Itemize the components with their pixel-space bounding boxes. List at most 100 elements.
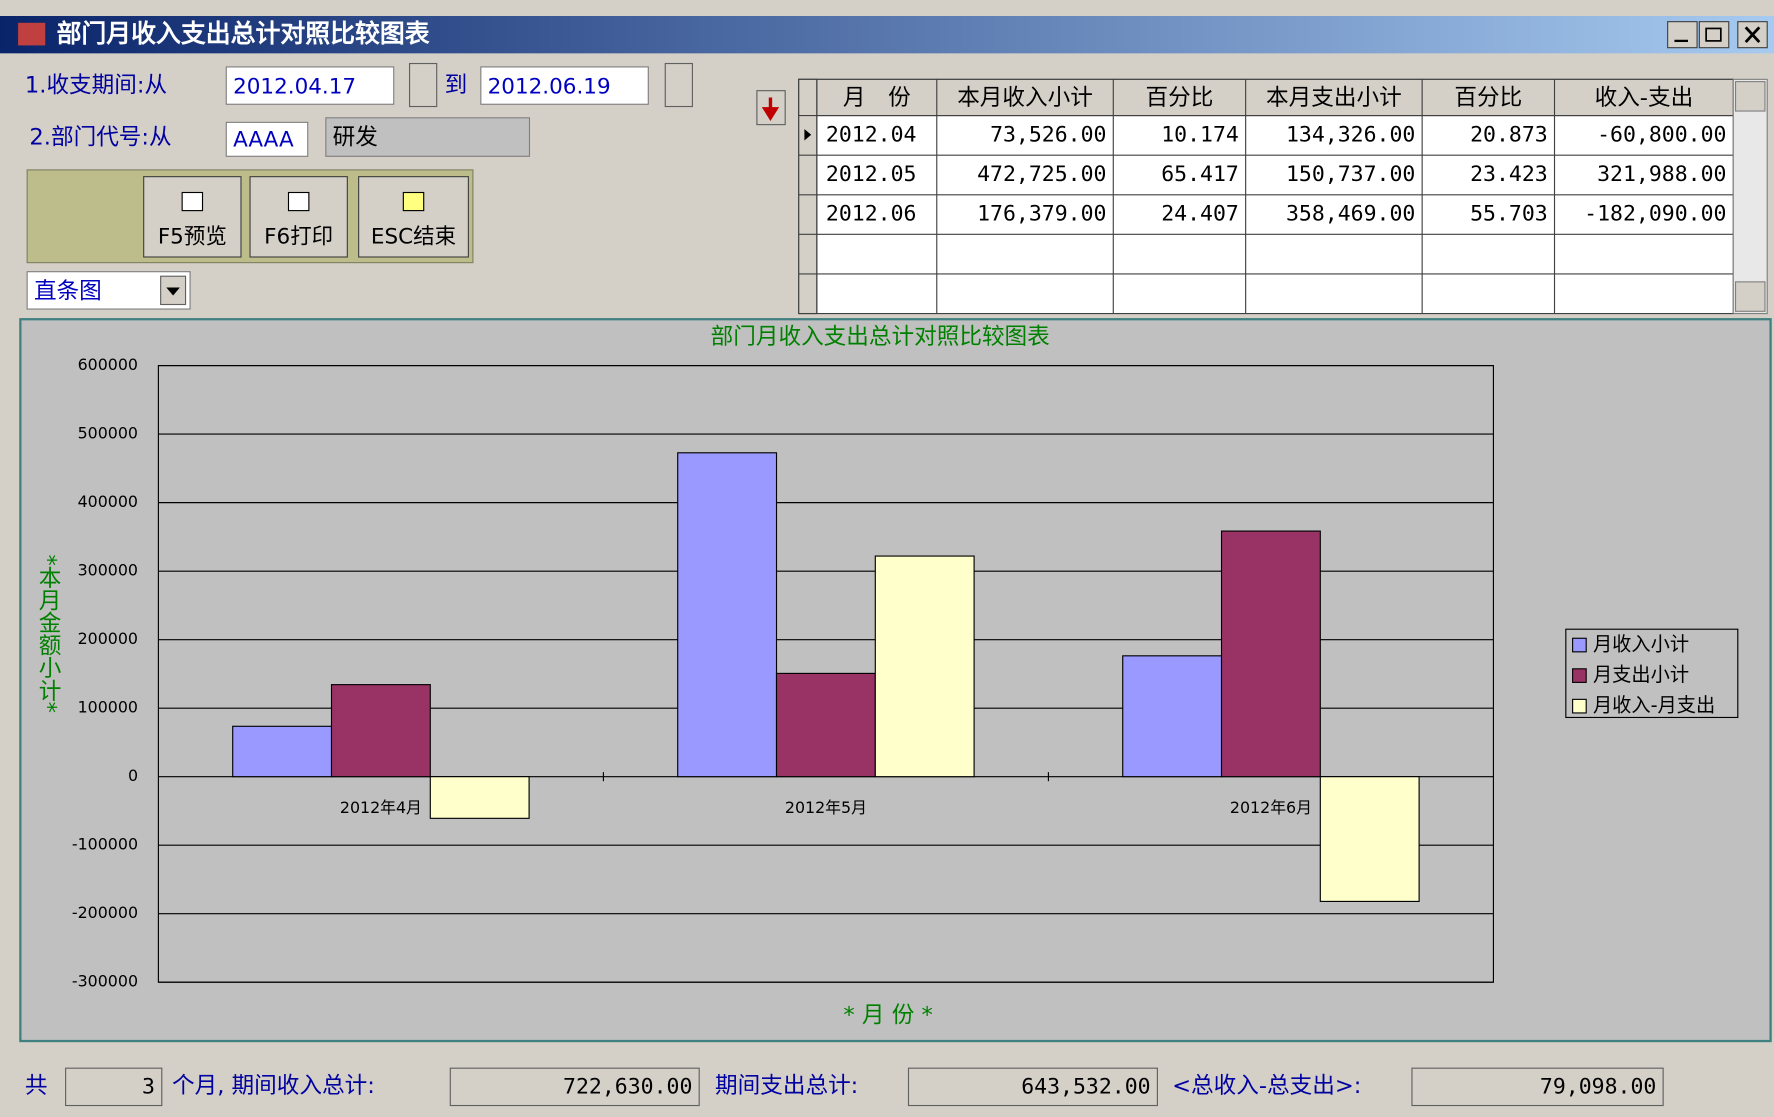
column-header: 百分比 <box>1146 85 1214 111</box>
bar <box>330 684 431 778</box>
column-header: 本月收入小计 <box>957 85 1093 111</box>
y-tick-label: -100000 <box>72 835 138 854</box>
maximize-button[interactable] <box>1698 21 1730 49</box>
table-cell: 2012.04 <box>826 122 917 147</box>
to-label: 到 <box>445 73 468 99</box>
column-header: 月 份 <box>843 85 911 111</box>
table-cell: -60,800.00 <box>1597 122 1726 147</box>
y-tick-label: 500000 <box>78 424 138 443</box>
scrollbar[interactable] <box>1732 78 1768 315</box>
window-title: 部门月收入支出总计对照比较图表 <box>57 19 430 48</box>
select-arrow[interactable] <box>160 275 187 306</box>
button-icon <box>287 191 310 212</box>
toolbar-button[interactable] <box>249 176 348 258</box>
bar <box>429 776 530 819</box>
x-tick-label: 2012年5月 <box>785 798 867 817</box>
bar <box>1220 530 1321 778</box>
expense-box <box>907 1067 1158 1107</box>
period-to-input[interactable] <box>480 66 649 105</box>
diff-label: <总收入-总支出>: <box>1172 1073 1361 1099</box>
y-tick-label: 200000 <box>78 629 138 648</box>
bar <box>677 452 778 778</box>
table-cell: 55.703 <box>1470 202 1548 227</box>
x-tick-label: 2012年6月 <box>1230 798 1312 817</box>
y-tick-label: 0 <box>128 766 138 785</box>
legend-swatch <box>1572 637 1587 653</box>
diff-total: 79,098.00 <box>1540 1074 1656 1099</box>
down-arrow-glyph <box>761 97 780 122</box>
table-cell: 20.873 <box>1470 122 1548 147</box>
minimize-button[interactable] <box>1667 21 1698 49</box>
y-axis-label: *本月金额小计* <box>35 555 61 713</box>
arrow-glyph <box>166 287 180 296</box>
dept-code-value: AAAA <box>233 127 294 152</box>
close-glyph <box>1744 26 1761 43</box>
scroll-down[interactable] <box>1734 281 1766 312</box>
toolbar-button[interactable] <box>143 176 242 258</box>
table-cell: 321,988.00 <box>1597 162 1726 187</box>
expense-total: 643,532.00 <box>1021 1074 1150 1099</box>
chart-title: 部门月收入支出总计对照比较图表 <box>711 324 1050 350</box>
table-cell: 23.423 <box>1470 162 1548 187</box>
income-box <box>449 1067 700 1107</box>
scroll-up[interactable] <box>1734 81 1766 112</box>
period-from-input[interactable] <box>225 66 395 105</box>
bar <box>775 672 876 778</box>
close-button[interactable] <box>1737 21 1768 49</box>
window-controls <box>1667 21 1768 49</box>
table-cell: 134,326.00 <box>1286 122 1415 147</box>
table-cell: -182,090.00 <box>1584 202 1726 227</box>
toolbar-button[interactable] <box>358 176 469 258</box>
row-indicator-column <box>798 78 818 315</box>
table-cell: 472,725.00 <box>977 162 1106 187</box>
app-icon <box>18 22 46 46</box>
column-header: 收入-支出 <box>1595 85 1694 111</box>
income-total: 722,630.00 <box>563 1074 692 1099</box>
y-tick-label: -200000 <box>72 903 138 922</box>
dept-name-box <box>325 117 531 157</box>
title-bar <box>0 16 1774 54</box>
table-cell: 65.417 <box>1161 162 1239 187</box>
period-to-value: 2012.06.19 <box>488 74 611 99</box>
chart-type-value: 直条图 <box>34 279 102 305</box>
dept-name: 研发 <box>333 125 378 151</box>
button-label: ESC结束 <box>371 225 456 250</box>
spinner[interactable] <box>408 62 438 108</box>
button-icon <box>402 191 425 212</box>
dept-code-input[interactable] <box>225 121 309 157</box>
legend-label: 月收入-月支出 <box>1593 694 1715 717</box>
income-label: 个月, 期间收入总计: <box>172 1073 375 1099</box>
bar <box>874 555 975 778</box>
current-row-indicator <box>804 129 812 141</box>
x-tick-label: 2012年4月 <box>340 798 422 817</box>
maximize-glyph <box>1705 27 1722 42</box>
period-label: 1.收支期间:从 <box>25 73 167 99</box>
bar <box>232 725 333 778</box>
period-from-value: 2012.04.17 <box>233 74 356 99</box>
spinner[interactable] <box>664 62 693 108</box>
table-cell: 73,526.00 <box>990 122 1106 147</box>
bar <box>1122 655 1223 778</box>
status-bar: 共 3 个月, 期间收入总计: 722,630.00 期间支出总计: 643,5… <box>25 1067 1664 1107</box>
button-icon <box>181 191 204 212</box>
legend-swatch <box>1572 698 1587 714</box>
table-cell: 2012.05 <box>826 162 917 187</box>
y-tick-label: 400000 <box>78 492 138 511</box>
table-cell: 358,469.00 <box>1286 202 1415 227</box>
table-cell: 176,379.00 <box>977 202 1106 227</box>
y-tick-label: -300000 <box>72 972 138 991</box>
table-cell: 2012.06 <box>826 202 917 227</box>
table-cell: 10.174 <box>1161 122 1239 147</box>
button-label: F6打印 <box>264 225 333 250</box>
diff-box <box>1411 1067 1664 1107</box>
table-cell: 150,737.00 <box>1286 162 1415 187</box>
count-prefix: 共 <box>25 1073 48 1099</box>
table-cell: 24.407 <box>1161 202 1239 227</box>
bar <box>1319 776 1420 902</box>
count-box <box>65 1067 163 1107</box>
legend-box <box>1565 628 1739 719</box>
button-label: F5预览 <box>158 225 227 250</box>
legend-label: 月收入小计 <box>1593 633 1689 656</box>
count-value: 3 <box>142 1074 155 1099</box>
